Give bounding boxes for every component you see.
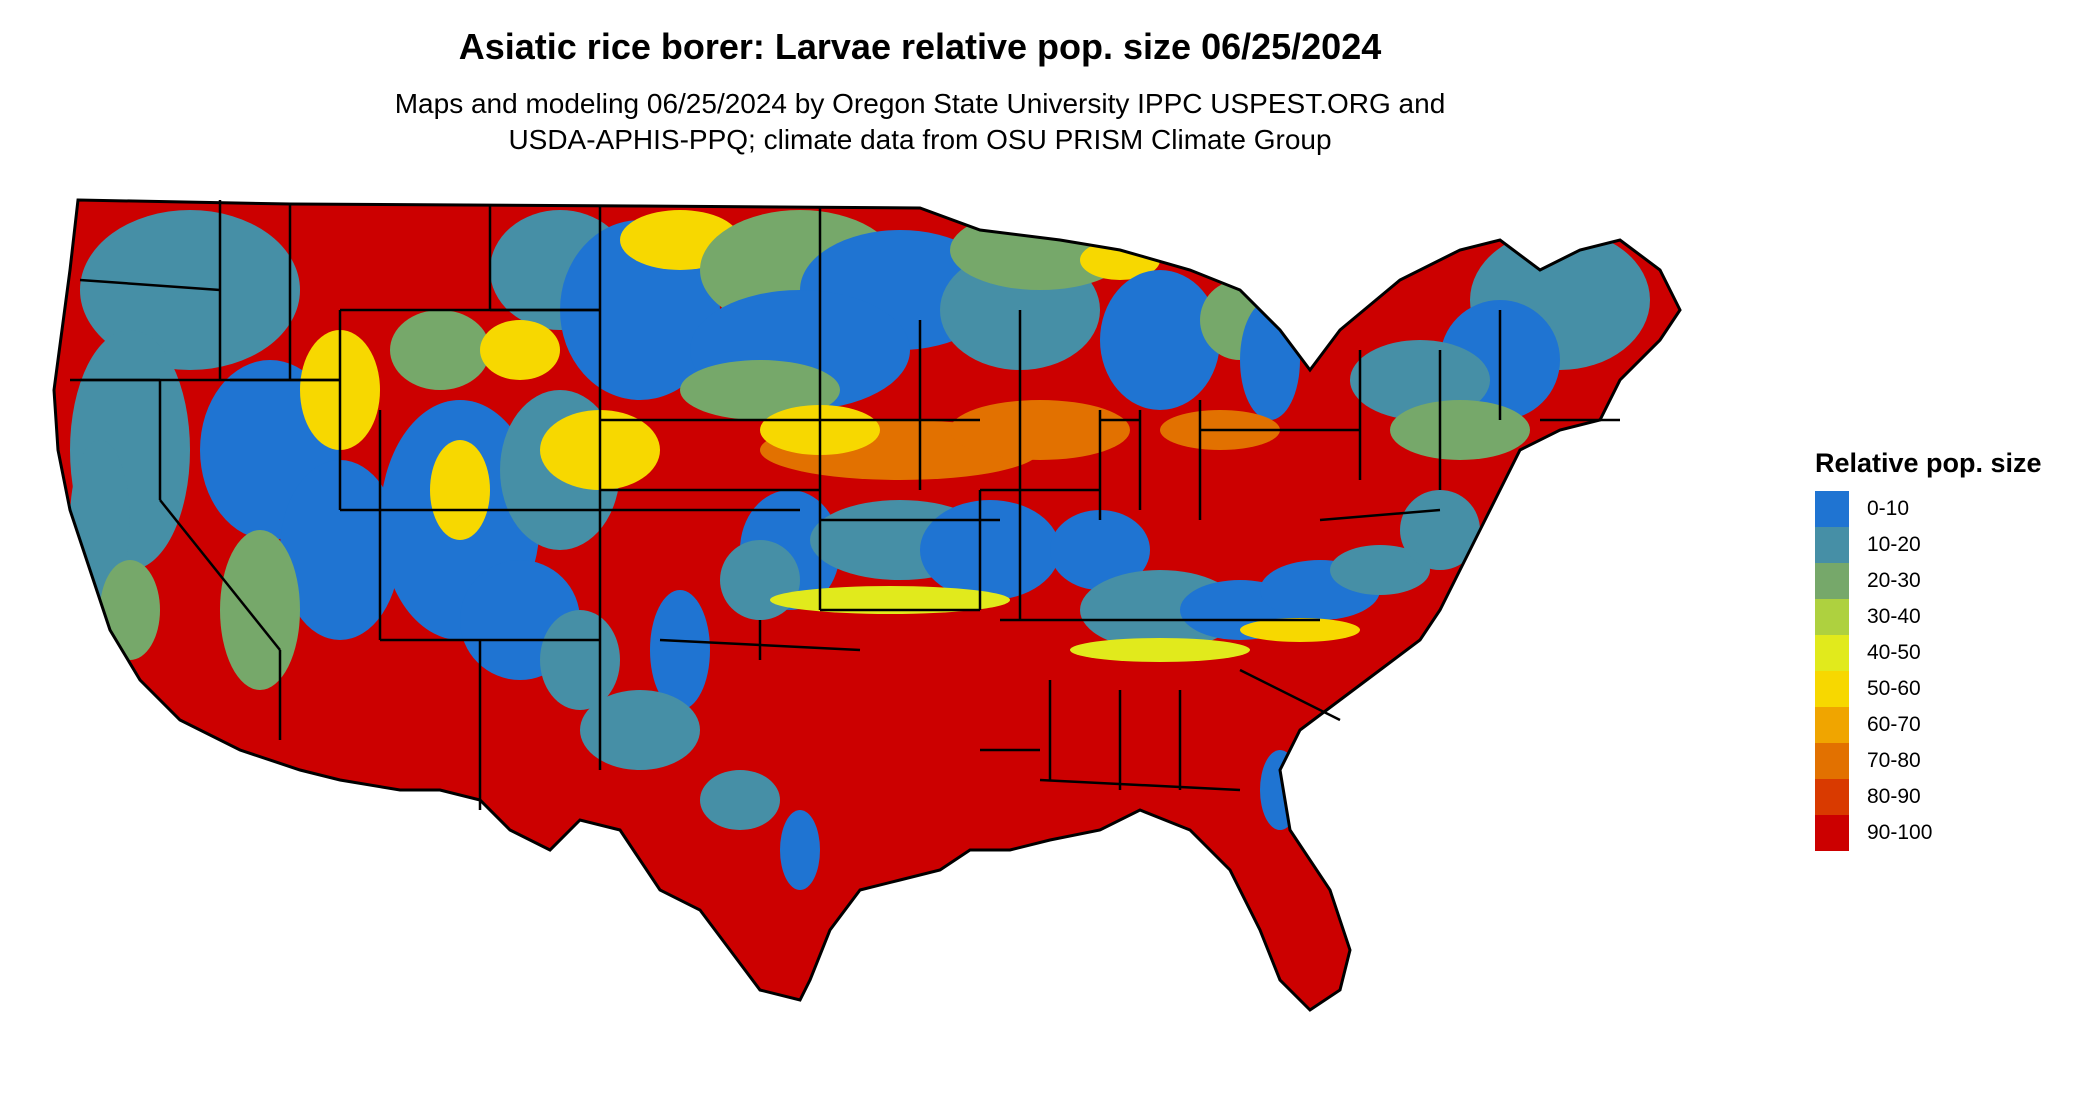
legend-item: 40-50 [1815, 635, 2085, 671]
legend-label: 60-70 [1867, 713, 1921, 736]
legend-swatch [1815, 599, 1849, 635]
legend-label: 40-50 [1867, 641, 1921, 664]
subtitle-line-2: USDA-APHIS-PPQ; climate data from OSU PR… [508, 124, 1332, 155]
subtitle-line-1: Maps and modeling 06/25/2024 by Oregon S… [394, 88, 1446, 119]
legend-label: 80-90 [1867, 785, 1921, 808]
legend-item: 80-90 [1815, 779, 2085, 815]
us-risk-map [52, 198, 1682, 1012]
legend-item: 30-40 [1815, 599, 2085, 635]
map-subtitle: Maps and modeling 06/25/2024 by Oregon S… [0, 86, 1840, 158]
legend-label: 10-20 [1867, 533, 1921, 556]
legend-title: Relative pop. size [1815, 448, 2042, 478]
legend-label: 20-30 [1867, 569, 1921, 592]
legend-item: 0-10 [1815, 491, 2085, 527]
map-title: Asiatic rice borer: Larvae relative pop.… [458, 26, 1382, 67]
legend-items: 0-10 10-20 20-30 30-40 40-50 50-60 60-70 70-80 8… [1815, 491, 2085, 851]
legend-item: 50-60 [1815, 671, 2085, 707]
legend-swatch [1815, 671, 1849, 707]
legend-item: 60-70 [1815, 707, 2085, 743]
legend-item: 10-20 [1815, 527, 2085, 563]
state-borders [70, 200, 1620, 810]
legend-label: 90-100 [1867, 821, 1933, 844]
legend-swatch [1815, 707, 1849, 743]
legend-label: 70-80 [1867, 749, 1921, 772]
legend-swatch [1815, 491, 1849, 527]
legend-swatch [1815, 779, 1849, 815]
legend: Relative pop. size 0-10 10-20 20-30 30-40 40… [1815, 448, 2085, 851]
legend-item: 90-100 [1815, 815, 2085, 851]
legend-item: 20-30 [1815, 563, 2085, 599]
legend-swatch [1815, 527, 1849, 563]
legend-item: 70-80 [1815, 743, 2085, 779]
legend-swatch [1815, 635, 1849, 671]
legend-label: 30-40 [1867, 605, 1921, 628]
legend-swatch [1815, 563, 1849, 599]
legend-swatch [1815, 815, 1849, 851]
legend-label: 0-10 [1867, 497, 1910, 520]
legend-label: 50-60 [1867, 677, 1921, 700]
legend-swatch [1815, 743, 1849, 779]
